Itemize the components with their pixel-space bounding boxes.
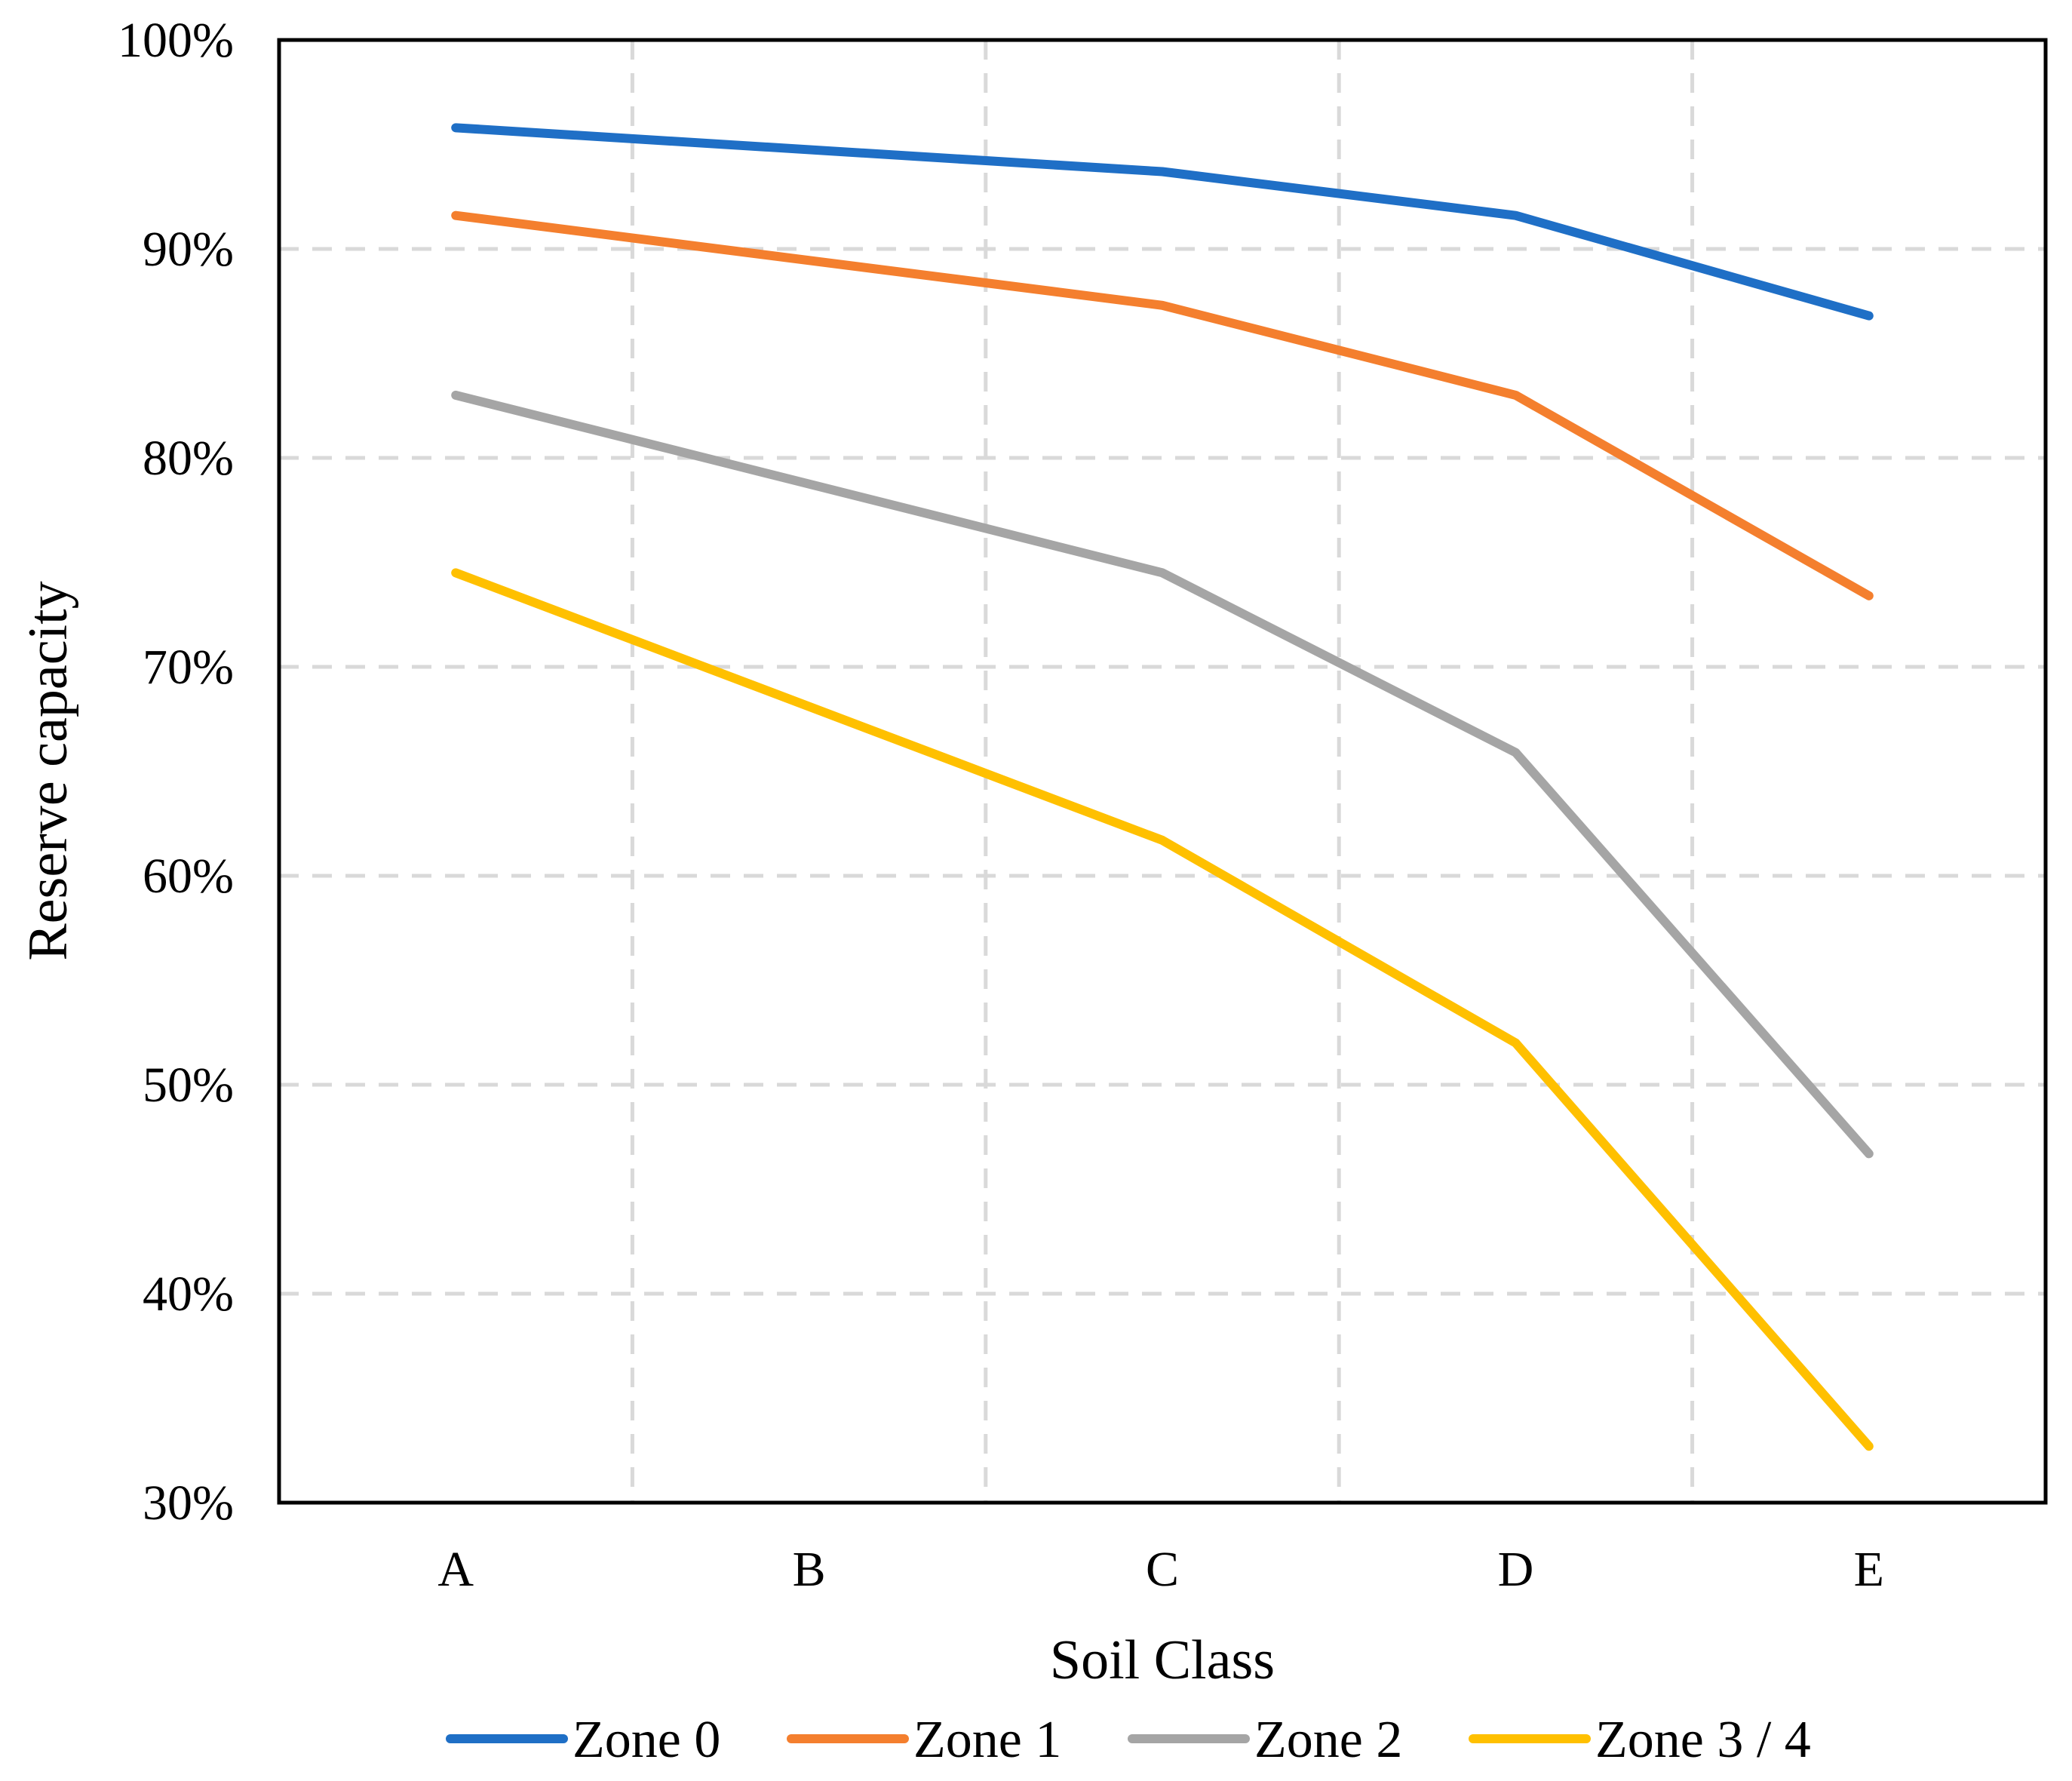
y-tick-label: 50% [143, 1058, 234, 1113]
legend-label-zone-2: Zone 2 [1254, 1711, 1402, 1769]
legend-label-zone-3: Zone 3 / 4 [1595, 1711, 1811, 1769]
y-axis-ticks: 30% 40% 50% 60% 70% 80% 90% 100% [118, 13, 234, 1531]
y-gridlines [279, 247, 2046, 1296]
series-line-zone-2 [451, 390, 1874, 1159]
legend-label-zone-1: Zone 1 [913, 1711, 1061, 1769]
x-tick-label: D [1498, 1542, 1534, 1597]
y-tick-label: 80% [143, 431, 234, 486]
x-axis-title: Soil Class [1050, 1629, 1275, 1691]
y-tick-label: 30% [143, 1475, 234, 1531]
legend-label-zone-0: Zone 0 [572, 1711, 720, 1769]
y-tick-label: 100% [118, 13, 234, 68]
series-line-zone-3 [451, 568, 1874, 1451]
y-tick-label: 40% [143, 1267, 234, 1322]
series-line-zone-1 [451, 210, 1874, 600]
y-tick-label: 70% [143, 640, 234, 695]
y-axis-title: Reserve capacity [17, 581, 79, 960]
x-tick-label: B [793, 1542, 826, 1597]
y-tick-label: 60% [143, 849, 234, 904]
series-line-zone-0 [451, 123, 1874, 321]
legend: Zone 0 Zone 1 Zone 2 Zone 3 / 4 [446, 1711, 1811, 1769]
plot-area-frame [277, 38, 2048, 1505]
series-layer [451, 123, 1874, 1451]
x-tick-label: C [1146, 1542, 1179, 1597]
x-tick-label: E [1854, 1542, 1884, 1597]
y-tick-label: 90% [143, 222, 234, 277]
x-axis-ticks: A B C D E [437, 1542, 1884, 1597]
x-tick-label: A [437, 1542, 474, 1597]
